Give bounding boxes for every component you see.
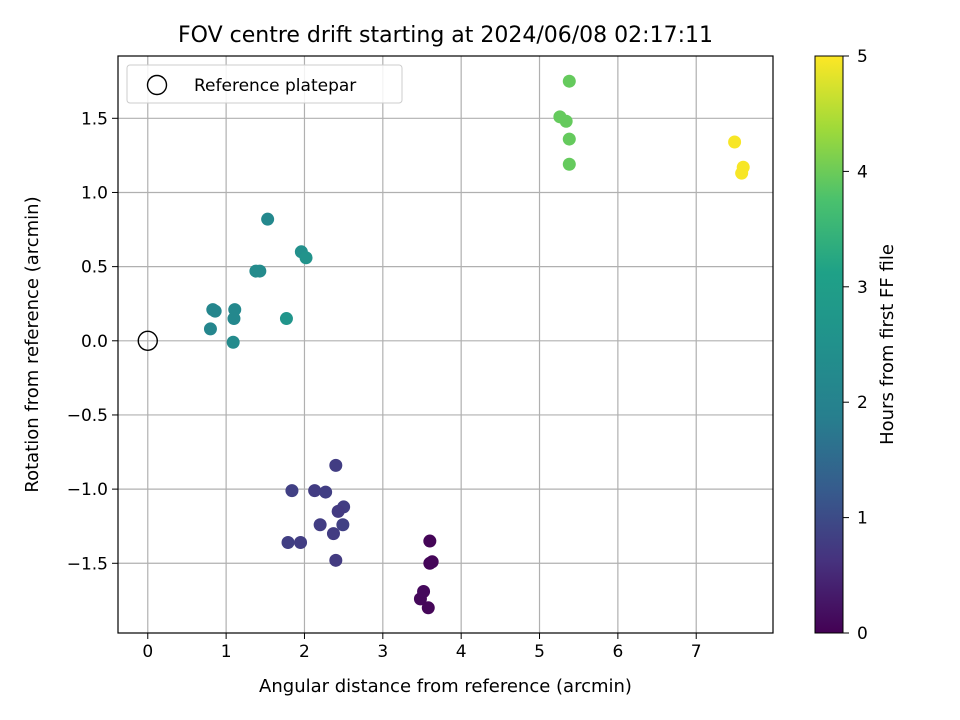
colorbar-tick-label: 0 [857,624,868,644]
data-point [279,312,293,326]
reference-platepar-marker [137,330,158,351]
colorbar-tick-label: 5 [857,47,868,67]
data-point [562,157,576,171]
data-point [417,584,431,598]
data-point [331,504,345,518]
data-point [559,114,573,128]
y-tick-label: −1.5 [67,554,108,574]
colorbar-gradient [814,55,844,634]
x-tick-label: 2 [299,642,310,662]
colorbar-tick-label: 4 [857,162,868,182]
data-point [261,212,275,226]
data-point [326,527,340,541]
y-tick-label: −0.5 [67,406,108,426]
data-point [735,166,749,180]
data-point [299,251,313,265]
legend: Reference platepar [126,64,403,104]
colorbar: 0 1 2 3 4 5 Hours from first FF file [814,47,898,644]
colorbar-ticks: 0 1 2 3 4 5 [843,47,868,644]
colorbar-tick-label: 3 [857,278,868,298]
data-point [336,518,350,532]
colorbar-tick-label: 1 [857,509,868,529]
data-point [329,458,343,472]
data-point [562,132,576,146]
data-point [294,536,308,550]
data-point [421,601,435,615]
y-axis-label: Rotation from reference (arcmin) [22,196,43,492]
y-tick-label: 0.0 [81,332,108,352]
data-point [226,335,240,349]
data-point [319,485,333,499]
data-point [253,264,267,278]
data-point [562,74,576,88]
legend-box [126,64,403,104]
x-axis-label: Angular distance from reference (arcmin) [259,676,632,697]
x-tick-label: 4 [456,642,467,662]
x-tick-label: 6 [612,642,623,662]
y-tick-label: 0.5 [81,258,108,278]
x-axis-ticks: 0 1 2 3 4 5 6 7 [142,633,702,662]
data-point [281,536,295,550]
data-point [203,322,217,336]
y-tick-label: 1.5 [81,109,108,129]
x-tick-label: 3 [377,642,388,662]
y-tick-label: 1.0 [81,183,108,203]
data-point [227,312,241,326]
data-point [728,135,742,149]
data-point [308,484,322,498]
chart-title: FOV centre drift starting at 2024/06/08 … [178,23,713,48]
data-point [329,553,343,567]
y-axis-ticks: −1.5 −1.0 −0.5 0.0 0.5 1.0 1.5 [67,109,118,574]
grid-lines [118,56,773,633]
x-tick-label: 7 [691,642,702,662]
data-point [425,555,439,569]
data-point [208,304,222,318]
y-tick-label: −1.0 [67,480,108,500]
x-tick-label: 1 [221,642,232,662]
data-point [423,534,437,548]
x-tick-label: 5 [534,642,545,662]
plot-area-frame [117,55,774,634]
data-point [313,518,327,532]
legend-reference-marker [146,74,168,96]
colorbar-label: Hours from first FF file [877,244,898,445]
data-point [285,484,299,498]
colorbar-tick-label: 2 [857,393,868,413]
x-tick-label: 0 [142,642,153,662]
data-points [137,74,750,615]
legend-entry-reference: Reference platepar [194,76,356,96]
